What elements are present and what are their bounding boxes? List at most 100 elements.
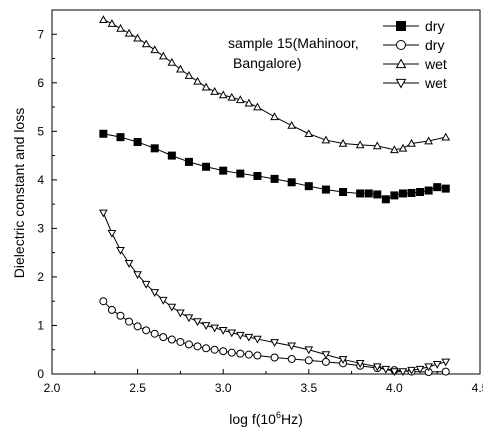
- data-point-dry: [339, 188, 348, 196]
- data-point-wet: [210, 324, 219, 333]
- legend-item-4: wet: [383, 75, 447, 91]
- legend-label: wet: [424, 75, 447, 91]
- data-point-wet: [227, 329, 237, 338]
- data-point-wet: [235, 95, 245, 104]
- data-point-wet: [253, 335, 262, 344]
- series-line: [102, 212, 446, 373]
- data-point-dry: [236, 349, 245, 358]
- data-point-legend: [395, 58, 407, 69]
- data-point-wet: [133, 271, 142, 280]
- data-point-wet: [201, 82, 211, 91]
- data-point-wet: [184, 314, 194, 323]
- data-point-wet: [398, 143, 408, 152]
- data-point-legend: [396, 21, 406, 31]
- data-point-dry: [381, 195, 390, 204]
- data-point-wet: [253, 102, 262, 111]
- data-point-wet: [167, 57, 177, 66]
- data-point-dry: [184, 157, 193, 166]
- data-point-wet: [441, 132, 451, 141]
- data-point-wet: [441, 358, 451, 367]
- data-point-wet: [321, 351, 331, 360]
- series-3-wet: [99, 15, 451, 154]
- y-axis-label: Dielectric constant and loss: [11, 108, 27, 278]
- legend: dry dry wet wet: [383, 18, 447, 91]
- data-point-dry: [424, 186, 433, 195]
- legend-label: dry: [425, 37, 444, 53]
- data-point-dry: [236, 169, 245, 178]
- data-point-dry: [202, 162, 211, 171]
- series-1-dry: [99, 129, 450, 204]
- data-point-dry: [253, 171, 262, 180]
- data-point-wet: [398, 368, 408, 377]
- data-point-wet: [158, 296, 168, 305]
- data-point-dry: [356, 189, 365, 198]
- data-point-wet: [150, 289, 160, 297]
- data-point-wet: [167, 303, 177, 312]
- data-point-dry: [116, 311, 125, 320]
- data-point-wet: [355, 360, 365, 368]
- data-point-dry: [398, 189, 407, 198]
- x-axis-ticks: 2.0 2.5 3.0 3.5 4.0 4.5: [44, 369, 483, 395]
- series-4-wet: [99, 209, 451, 377]
- data-point-wet: [270, 112, 279, 121]
- x-axis-label-superscript: 6: [276, 410, 281, 420]
- annotation-line-2: Bangalore): [233, 55, 302, 71]
- data-point-wet: [201, 322, 211, 330]
- data-point-wet: [338, 138, 348, 147]
- data-point-wet: [141, 39, 151, 48]
- x-tick-label: 4.0: [386, 381, 403, 395]
- data-point-dry: [304, 356, 313, 365]
- data-point-wet: [304, 129, 314, 138]
- data-point-dry: [167, 151, 176, 160]
- data-point-wet: [321, 135, 331, 144]
- data-point-wet: [424, 136, 433, 145]
- data-point-dry: [270, 353, 279, 362]
- data-point-dry: [150, 144, 159, 153]
- data-point-wet: [407, 366, 416, 375]
- data-point-wet: [193, 76, 202, 85]
- data-point-dry: [390, 191, 399, 200]
- data-point-wet: [287, 120, 297, 129]
- data-point-wet: [218, 327, 228, 335]
- data-point-wet: [244, 333, 254, 342]
- data-point-dry: [321, 357, 330, 366]
- data-point-wet: [415, 365, 425, 374]
- data-point-dry: [142, 326, 151, 335]
- x-tick-label: 2.0: [44, 381, 61, 395]
- data-point-dry: [287, 178, 296, 187]
- data-point-wet: [227, 92, 237, 101]
- data-point-wet: [390, 145, 399, 154]
- y-tick-label: 0: [37, 367, 44, 381]
- legend-label: dry: [425, 18, 444, 34]
- data-point-dry: [210, 345, 219, 354]
- data-point-wet: [124, 260, 134, 268]
- data-point-dry: [133, 322, 142, 331]
- series-2-dry: [99, 297, 450, 377]
- data-point-legend: [395, 78, 407, 89]
- data-point-dry: [202, 344, 211, 353]
- data-point-wet: [338, 356, 348, 364]
- data-point-dry: [176, 337, 185, 346]
- data-point-wet: [176, 64, 185, 73]
- data-point-wet: [193, 318, 202, 327]
- data-point-wet: [116, 23, 125, 32]
- data-point-wet: [390, 368, 399, 377]
- data-point-wet: [99, 15, 108, 24]
- data-point-dry: [287, 354, 296, 363]
- x-axis-label-base: log f(10: [229, 411, 276, 427]
- data-point-dry: [321, 185, 330, 194]
- data-point-dry: [304, 182, 313, 191]
- x-tick-label: 4.5: [472, 381, 483, 395]
- data-point-wet: [381, 365, 391, 374]
- data-point-wet: [107, 19, 117, 27]
- y-tick-label: 4: [37, 173, 44, 187]
- data-point-dry: [441, 367, 450, 376]
- data-point-dry: [184, 340, 193, 349]
- y-tick-label: 1: [37, 318, 44, 332]
- data-point-dry: [270, 174, 279, 183]
- x-tick-label: 3.0: [215, 381, 232, 395]
- data-point-wet: [184, 70, 194, 79]
- data-point-wet: [133, 33, 142, 42]
